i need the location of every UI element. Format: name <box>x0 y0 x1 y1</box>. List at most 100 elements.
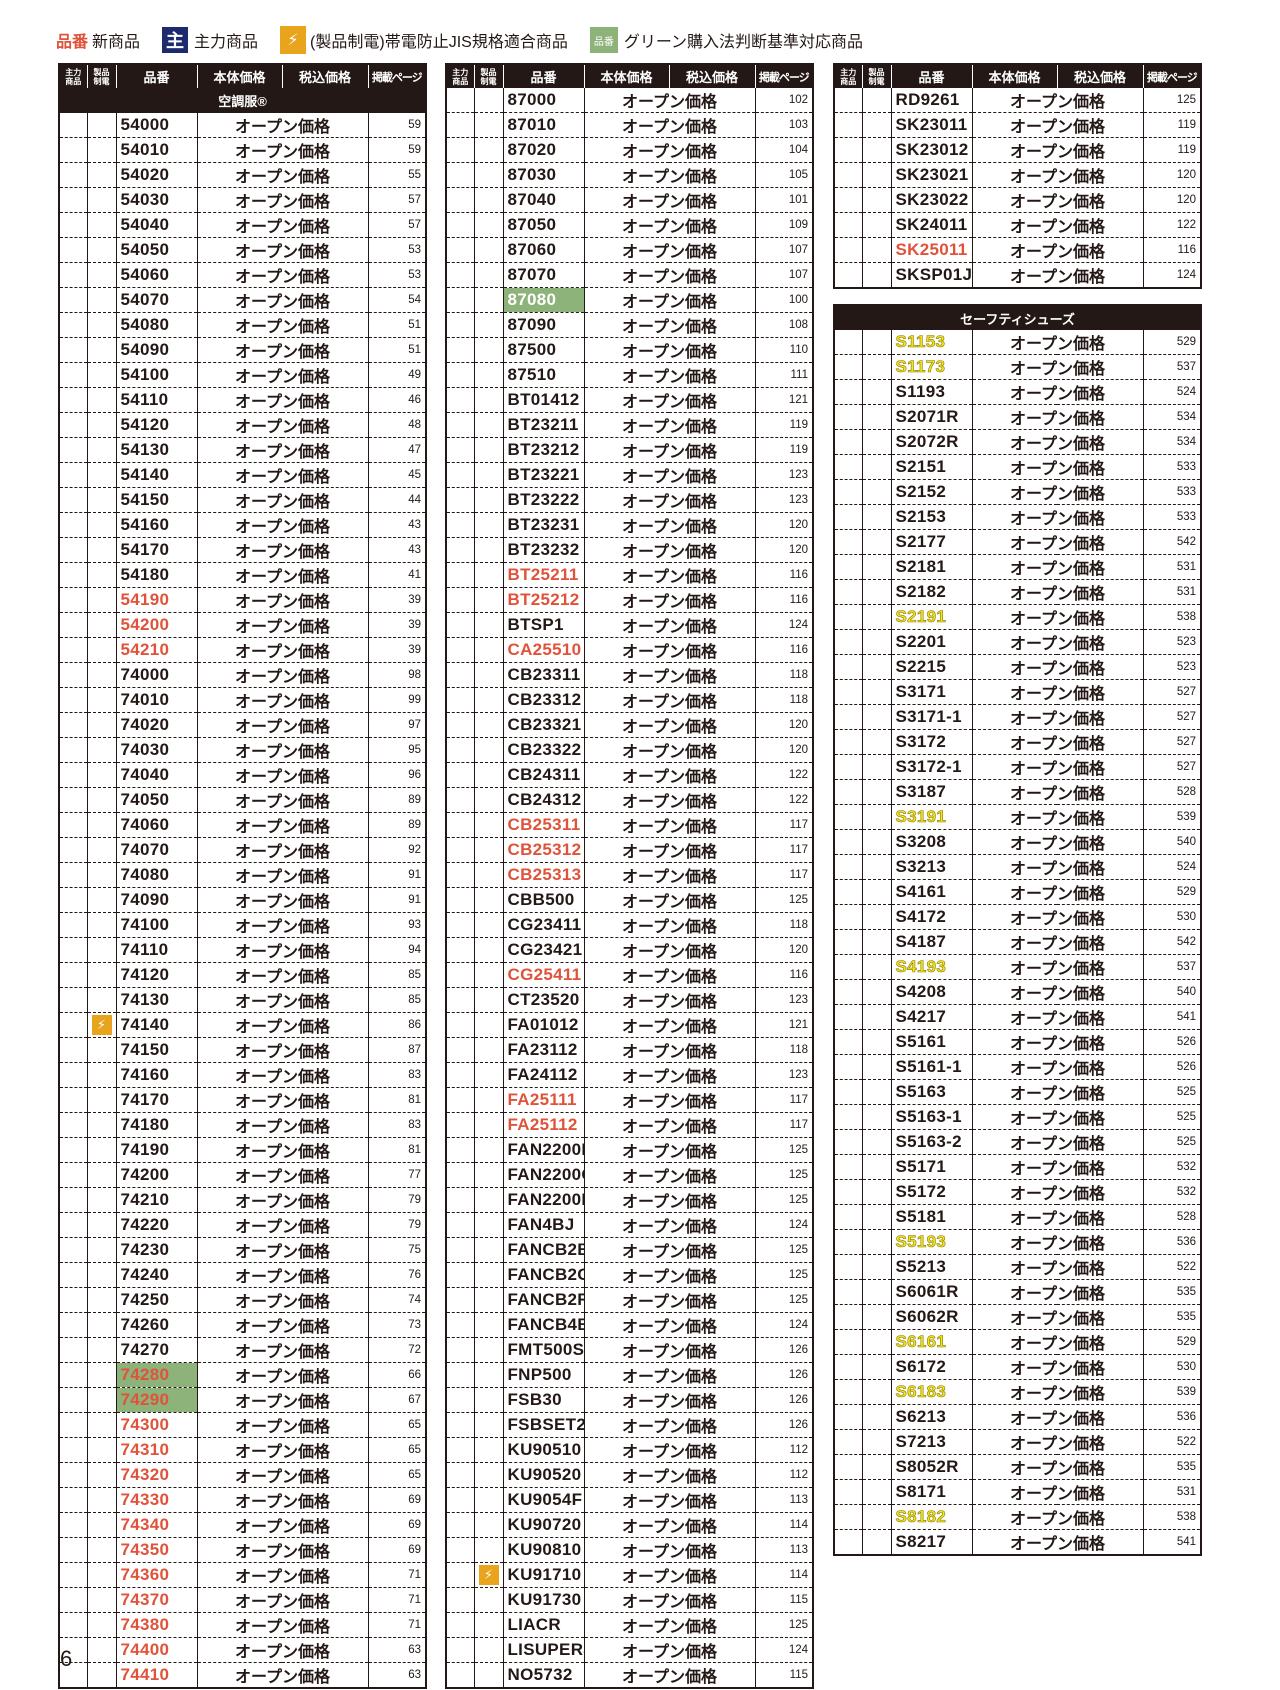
product-code: 87070 <box>503 262 585 289</box>
product-code: S4193 <box>891 954 973 980</box>
table-row: 87080 オープン価格 100 <box>446 287 814 314</box>
catalog-page: 120 <box>1143 187 1202 214</box>
price: オープン価格 <box>584 1312 756 1339</box>
main-product-cell <box>446 712 475 739</box>
product-code: 74150 <box>116 1037 198 1064</box>
product-code: CB25313 <box>503 862 585 889</box>
antistatic-cell <box>87 537 117 564</box>
price: オープン価格 <box>197 337 369 364</box>
main-product-cell <box>834 1054 863 1080</box>
table-row: CG23421 オープン価格 120 <box>446 937 814 964</box>
price: オープン価格 <box>972 1179 1144 1205</box>
catalog-page: 120 <box>1143 162 1202 189</box>
table-row: KU90720 オープン価格 114 <box>446 1512 814 1539</box>
main-product-cell <box>59 212 88 239</box>
catalog-page: 123 <box>755 462 814 489</box>
catalog-page: 95 <box>368 737 427 764</box>
main-product-cell <box>59 537 88 564</box>
price: オープン価格 <box>972 1204 1144 1230</box>
antistatic-cell <box>862 354 892 380</box>
lightning-bolt-icon: ⚡︎ <box>280 26 307 54</box>
product-code: S5163-2 <box>891 1129 973 1155</box>
table-row: BT23222 オープン価格 123 <box>446 487 814 514</box>
price: オープン価格 <box>584 1387 756 1414</box>
price: オープン価格 <box>584 1337 756 1364</box>
main-product-cell <box>834 979 863 1005</box>
table-row: CB23312 オープン価格 118 <box>446 687 814 714</box>
main-product-cell <box>834 404 863 430</box>
header-page: 掲載ページ <box>755 64 814 89</box>
main-product-cell <box>446 612 475 639</box>
product-code: S3171 <box>891 679 973 705</box>
price: オープン価格 <box>197 887 369 914</box>
catalog-page: 96 <box>368 762 427 789</box>
catalog-page: 59 <box>368 113 427 139</box>
price: オープン価格 <box>584 662 756 689</box>
product-code: 54190 <box>116 587 198 614</box>
table-row: CB25312 オープン価格 117 <box>446 837 814 864</box>
table-row: FANCB4BJオープン価格124 <box>446 1312 814 1339</box>
catalog-page: 65 <box>368 1412 427 1439</box>
catalog-page: 116 <box>755 962 814 989</box>
price: オープン価格 <box>197 1512 369 1539</box>
catalog-page: 525 <box>1143 1104 1202 1130</box>
product-code: FMT500S <box>503 1337 585 1364</box>
table-row: S4193 オープン価格 537 <box>834 954 1202 980</box>
antistatic-cell <box>862 979 892 1005</box>
catalog-page: 100 <box>755 287 814 314</box>
main-product-cell <box>59 662 88 689</box>
price: オープン価格 <box>972 479 1144 505</box>
product-code: 87000 <box>503 88 585 114</box>
catalog-page: 533 <box>1143 504 1202 530</box>
antistatic-cell <box>862 1429 892 1455</box>
main-product-cell <box>59 1037 88 1064</box>
catalog-page: 119 <box>1143 112 1202 139</box>
product-code: FSBSET2 <box>503 1412 585 1439</box>
table-row: S2177 オープン価格 542 <box>834 529 1202 555</box>
product-code: 54000 <box>116 113 198 139</box>
main-product-cell <box>834 804 863 830</box>
antistatic-cell <box>87 662 117 689</box>
price: オープン価格 <box>584 762 756 789</box>
price: オープン価格 <box>197 487 369 514</box>
price: オープン価格 <box>972 1354 1144 1380</box>
price: オープン価格 <box>584 387 756 414</box>
table-row: S2191 オープン価格 538 <box>834 604 1202 630</box>
catalog-page: 102 <box>755 88 814 114</box>
price: オープン価格 <box>584 1412 756 1439</box>
table-row: FA01012 オープン価格 121 <box>446 1012 814 1039</box>
product-code: FA25111 <box>503 1087 585 1114</box>
catalog-page: 123 <box>755 987 814 1014</box>
price: オープン価格 <box>584 187 756 214</box>
price: オープン価格 <box>197 1237 369 1264</box>
antistatic-cell <box>87 437 117 464</box>
header-antistatic: 製品 制電 <box>474 64 504 89</box>
price: オープン価格 <box>197 287 369 314</box>
main-product-cell <box>59 1587 88 1614</box>
main-product-cell <box>59 412 88 439</box>
table-row: FANCB2RJオープン価格125 <box>446 1287 814 1314</box>
table-row: SKSP01J オープン価格 124 <box>834 262 1202 289</box>
table-row: FSBSET2 オープン価格 126 <box>446 1412 814 1439</box>
catalog-page: 114 <box>755 1562 814 1589</box>
antistatic-cell <box>474 1512 504 1539</box>
product-code: 87510 <box>503 362 585 389</box>
table-row: 54170 オープン価格 43 <box>59 537 427 564</box>
product-code: CT23520 <box>503 987 585 1014</box>
table-row: FANCB2GJオープン価格125 <box>446 1262 814 1289</box>
antistatic-cell <box>87 512 117 539</box>
table-row: 54140 オープン価格 45 <box>59 462 427 489</box>
table-row: S5193 オープン価格 536 <box>834 1229 1202 1255</box>
price: オープン価格 <box>197 1287 369 1314</box>
antistatic-cell <box>474 1362 504 1389</box>
table-row: S2215 オープン価格 523 <box>834 654 1202 680</box>
product-code: 54030 <box>116 187 198 214</box>
price: オープン価格 <box>972 404 1144 430</box>
product-code: KU90520 <box>503 1462 585 1489</box>
price: オープン価格 <box>584 1062 756 1089</box>
catalog-page: 116 <box>755 562 814 589</box>
table-row: 74220 オープン価格 79 <box>59 1212 427 1239</box>
main-product-cell <box>834 454 863 480</box>
main-product-cell <box>59 362 88 389</box>
legend-main: 主 主力商品 <box>162 27 258 53</box>
